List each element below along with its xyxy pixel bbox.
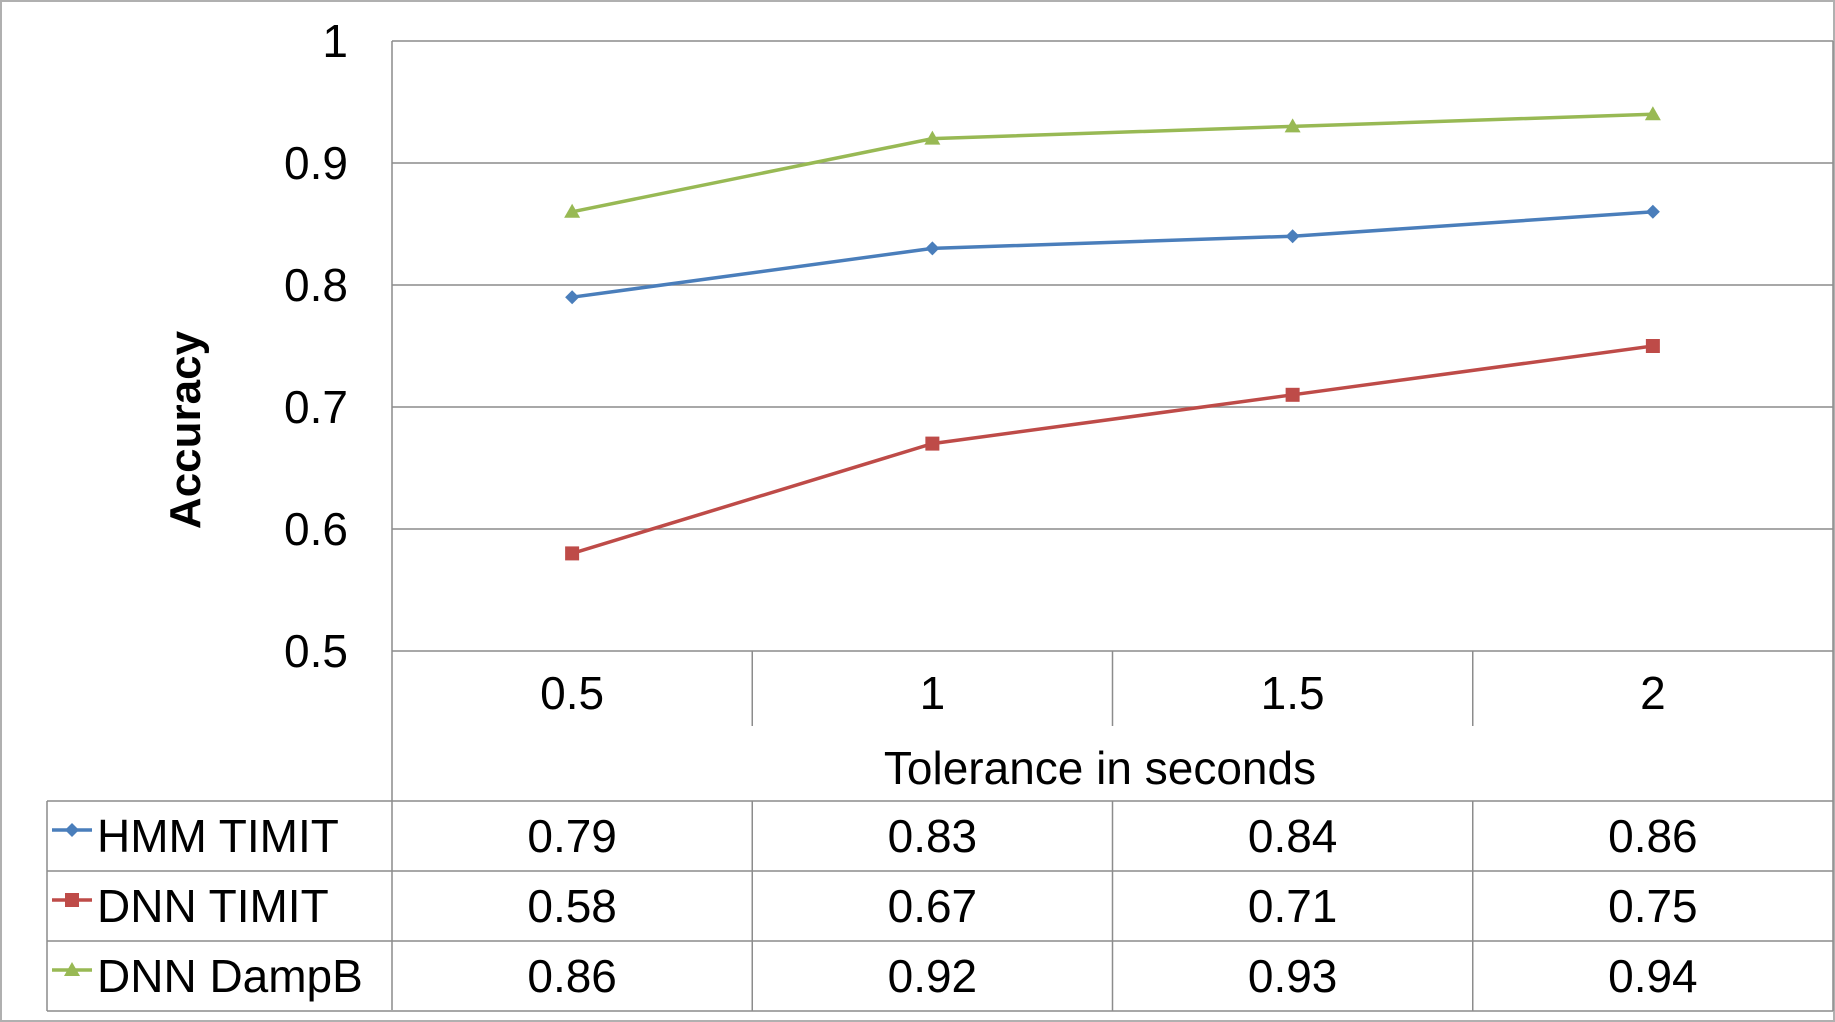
data-point <box>564 203 581 218</box>
legend-label: DNN DampB <box>97 950 363 1002</box>
data-point <box>1284 118 1301 133</box>
data-point <box>1645 204 1660 219</box>
data-point <box>925 436 940 451</box>
x-tick-labels: 0.5 1 1.5 2 <box>540 667 1666 719</box>
data-point <box>1644 106 1661 121</box>
series-line <box>571 112 1653 214</box>
series-line <box>571 344 1654 556</box>
x-tick-label: 2 <box>1640 667 1666 719</box>
data-point <box>1285 387 1300 402</box>
table-row: DNN DampB 0.86 0.92 0.93 0.94 <box>52 950 1698 1002</box>
y-tick-label: 0.8 <box>284 259 348 311</box>
table-cell: 0.71 <box>1248 880 1338 932</box>
table-cell: 0.86 <box>527 950 617 1002</box>
data-point <box>1285 229 1300 244</box>
table-cell: 0.93 <box>1248 950 1338 1002</box>
data-point <box>65 823 79 837</box>
legend-label: DNN TIMIT <box>97 880 329 932</box>
y-tick-label: 1 <box>322 15 348 67</box>
data-point <box>64 962 80 976</box>
y-axis-label: Accuracy <box>161 330 210 529</box>
data-point <box>565 290 580 305</box>
table-cell: 0.84 <box>1248 810 1338 862</box>
table-cell: 0.75 <box>1608 880 1698 932</box>
x-tick-label: 0.5 <box>540 667 604 719</box>
table-cell: 0.79 <box>527 810 617 862</box>
y-tick-label: 0.7 <box>284 381 348 433</box>
x-tick-label: 1.5 <box>1261 667 1325 719</box>
y-tick-labels: 0.5 0.6 0.7 0.8 0.9 1 <box>284 15 348 677</box>
series-hmm-timit <box>565 204 1660 305</box>
x-tick-label: 1 <box>920 667 946 719</box>
table-row: HMM TIMIT 0.79 0.83 0.84 0.86 <box>52 810 1698 862</box>
y-tick-label: 0.6 <box>284 503 348 555</box>
table-cell: 0.83 <box>888 810 978 862</box>
data-table: HMM TIMIT 0.79 0.83 0.84 0.86 DNN TIMIT 0.58 0.… <box>52 810 1698 1002</box>
series-lines <box>564 106 1661 561</box>
table-cell: 0.94 <box>1608 950 1698 1002</box>
gridlines <box>391 40 1833 1010</box>
series-dnn-dampb <box>564 106 1661 218</box>
data-point <box>65 893 79 907</box>
table-cell: 0.86 <box>1608 810 1698 862</box>
series-dnn-timit <box>565 339 1660 561</box>
legend-label: HMM TIMIT <box>97 810 339 862</box>
data-point <box>925 241 940 256</box>
y-tick-label: 0.5 <box>284 625 348 677</box>
data-point <box>1645 339 1660 353</box>
x-axis-label: Tolerance in seconds <box>884 742 1316 794</box>
series-line <box>571 210 1653 299</box>
data-point <box>924 130 941 145</box>
data-point <box>565 546 580 561</box>
table-row: DNN TIMIT 0.58 0.67 0.71 0.75 <box>52 880 1698 932</box>
data-table-grid <box>46 41 1834 1012</box>
table-cell: 0.92 <box>888 950 978 1002</box>
y-tick-label: 0.9 <box>284 137 348 189</box>
table-cell: 0.58 <box>527 880 617 932</box>
table-cell: 0.67 <box>888 880 978 932</box>
